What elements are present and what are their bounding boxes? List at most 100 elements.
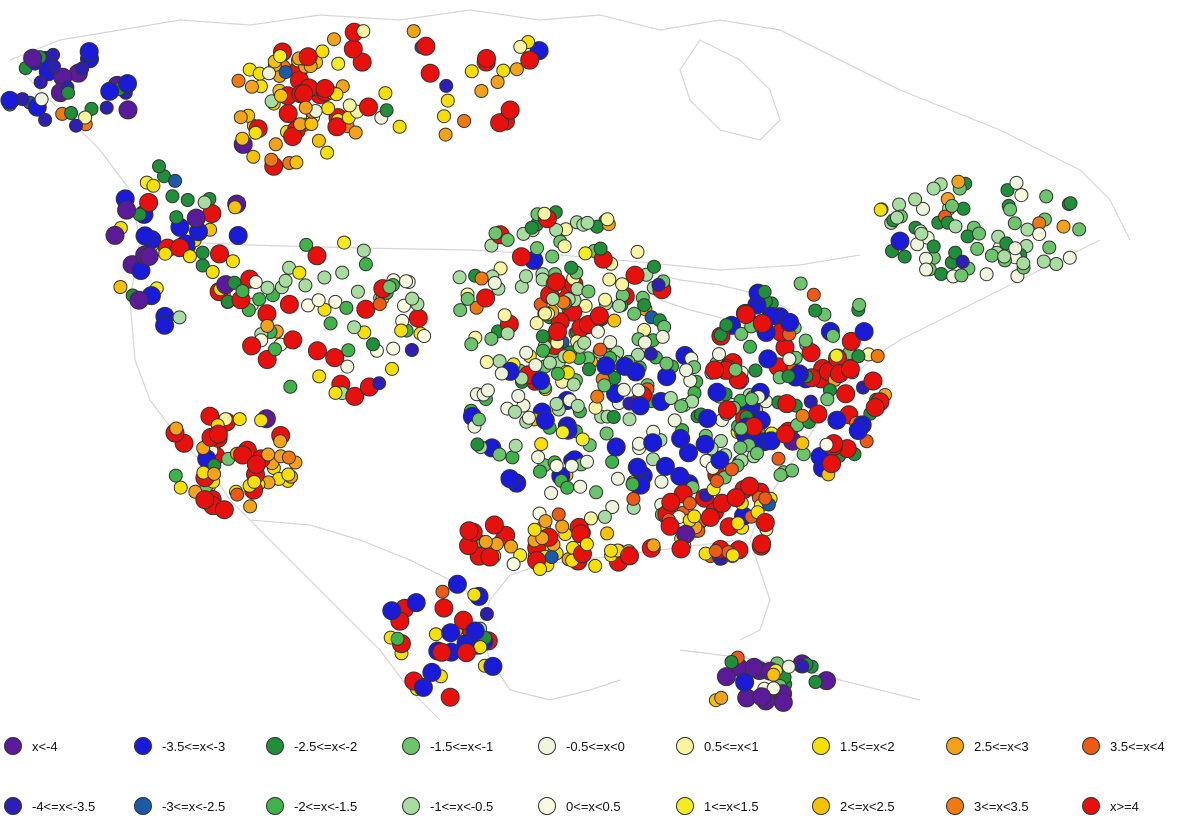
station-point (537, 206, 552, 221)
station-point (246, 149, 261, 164)
station-point (139, 246, 159, 266)
station-point (34, 92, 49, 107)
station-point (511, 389, 526, 403)
station-point (752, 534, 772, 554)
station-point (439, 78, 454, 93)
station-point (948, 219, 963, 234)
station-point (232, 412, 247, 427)
station-point (356, 24, 371, 39)
station-point (536, 343, 550, 358)
station-points (0, 22, 1087, 712)
station-point (548, 322, 567, 342)
station-point (588, 558, 603, 573)
station-point (341, 343, 356, 358)
station-point (233, 110, 248, 125)
station-point (781, 369, 796, 384)
station-point (735, 672, 755, 692)
station-point (484, 331, 499, 346)
station-point (712, 347, 726, 362)
station-point (776, 424, 795, 444)
station-point (440, 687, 460, 707)
station-point (260, 280, 275, 295)
legend-label: -1<=x<-0.5 (430, 798, 494, 814)
station-point (671, 429, 691, 448)
station-point (544, 486, 559, 500)
station-point (168, 173, 183, 188)
station-point (505, 450, 520, 465)
station-point (580, 215, 595, 230)
station-point (713, 434, 728, 448)
station-point (589, 306, 609, 326)
station-point (758, 491, 773, 506)
station-point (356, 299, 376, 319)
station-point (317, 270, 332, 285)
station-point (564, 260, 579, 275)
legend-item: 3<=x<3.5 (946, 794, 1029, 818)
station-point (531, 371, 551, 391)
station-point (1032, 227, 1047, 242)
station-point (453, 303, 468, 318)
station-point (865, 398, 885, 417)
station-point (954, 268, 969, 283)
station-point (474, 271, 489, 286)
legend-item: 3.5<=x<4 (1082, 734, 1165, 758)
station-point (406, 593, 426, 613)
station-point (476, 288, 496, 308)
station-point (724, 462, 739, 477)
station-point (752, 687, 772, 707)
station-point (630, 244, 645, 259)
station-point (390, 631, 405, 646)
station-point (500, 326, 515, 341)
station-point (416, 36, 436, 56)
station-point (951, 174, 966, 189)
station-point (733, 440, 748, 455)
station-point (470, 437, 485, 452)
station-point (627, 457, 647, 477)
station-point (637, 335, 652, 350)
station-point (490, 75, 505, 89)
station-point (890, 210, 904, 225)
station-point (710, 450, 730, 470)
station-point (708, 544, 723, 558)
station-point (620, 546, 639, 566)
station-point (372, 297, 387, 312)
station-point (214, 500, 234, 520)
station-point (757, 284, 772, 299)
north-coast-outline (9, 9, 1131, 241)
station-point (248, 125, 263, 140)
station-point (304, 117, 319, 131)
station-point (948, 245, 963, 260)
station-point (432, 642, 452, 662)
station-point (908, 192, 923, 207)
station-point (79, 42, 99, 62)
station-point (598, 292, 613, 307)
station-point (979, 267, 994, 282)
station-point (562, 349, 577, 364)
station-point (382, 601, 402, 621)
legend-label: -2<=x<-1.5 (294, 798, 358, 814)
station-point (281, 450, 296, 465)
station-point (307, 246, 327, 266)
station-point (752, 313, 772, 333)
station-point (564, 458, 579, 473)
station-point (394, 323, 409, 338)
station-point (578, 246, 593, 261)
station-point (205, 265, 220, 279)
station-point (113, 280, 128, 294)
station-point (798, 333, 813, 348)
station-point (637, 298, 652, 313)
legend-swatch (134, 737, 152, 755)
station-point (597, 509, 612, 524)
legend-item: -2<=x<-1.5 (266, 794, 357, 818)
legend-item: -1.5<=x<-1 (402, 734, 493, 758)
station-point (730, 516, 745, 531)
station-point (560, 480, 575, 495)
station-point (279, 294, 299, 314)
station-point (494, 366, 509, 381)
station-point (118, 100, 138, 120)
station-point (208, 424, 228, 444)
station-point (509, 62, 524, 77)
legend-label: -3<=x<-2.5 (162, 798, 226, 814)
legend-swatch (538, 737, 556, 755)
station-point (417, 329, 432, 343)
